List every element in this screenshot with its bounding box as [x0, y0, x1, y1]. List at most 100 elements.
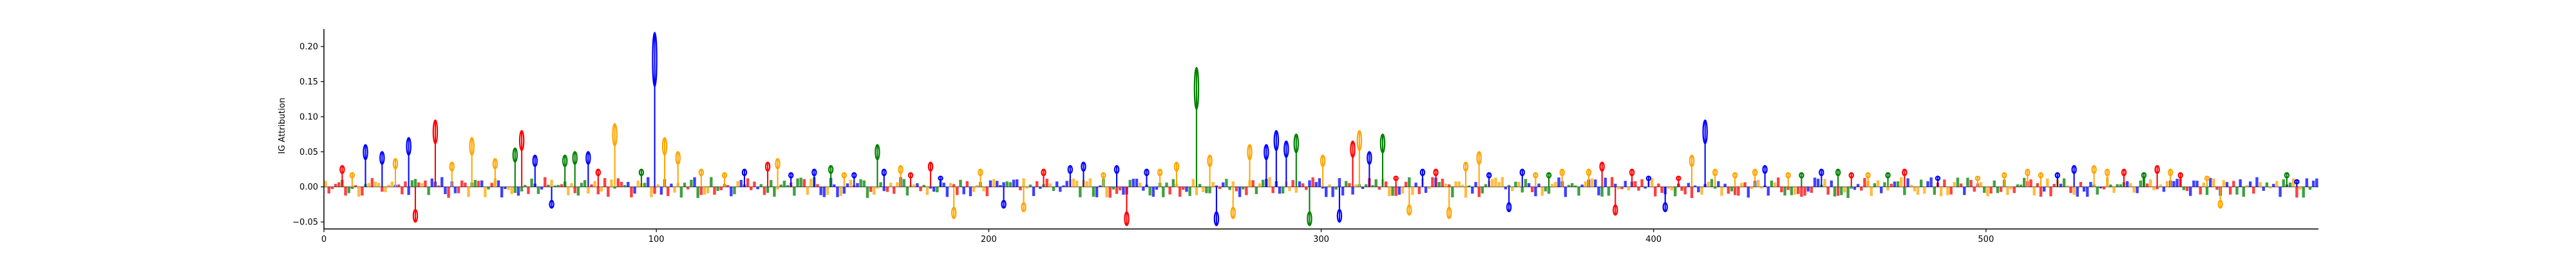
texture-letter-A — [1009, 182, 1012, 187]
texture-letter-G — [1916, 186, 1920, 195]
texture-letter-G — [2268, 186, 2272, 189]
peak-stem — [597, 169, 599, 187]
texture-letter-G — [1075, 180, 1079, 187]
peak-cap — [406, 137, 412, 156]
texture-letter-C — [1059, 186, 1062, 192]
texture-letter-C — [1155, 186, 1159, 190]
texture-letter-C — [1314, 182, 1318, 187]
peak-cap — [1157, 168, 1163, 177]
peak-letter-G — [698, 168, 705, 187]
peak-letter-G — [1712, 168, 1718, 187]
peak-stem — [853, 172, 855, 187]
peak-cap — [595, 168, 601, 177]
texture-letter-A — [2096, 186, 2099, 195]
peak-cap — [741, 168, 748, 177]
texture-letter-G — [2072, 186, 2076, 195]
texture-letter-C — [2248, 181, 2252, 187]
peak-cap — [1762, 165, 1768, 174]
peak-letter-C — [788, 172, 794, 187]
texture-letter-C — [504, 186, 507, 190]
texture-letter-C — [1557, 177, 1560, 187]
peak-cap — [1676, 175, 1681, 181]
peak-letter-C — [1283, 140, 1289, 187]
texture-letter-G — [1843, 186, 1846, 193]
peak-cap — [675, 151, 681, 165]
texture-letter-C — [2082, 186, 2086, 192]
peak-stem — [1714, 169, 1716, 187]
peak-stem — [1175, 162, 1177, 187]
texture-letter-C — [2312, 181, 2315, 187]
texture-letter-A — [959, 179, 962, 187]
peak-stem — [1867, 172, 1869, 187]
texture-letter-A — [1052, 186, 1056, 192]
texture-letter-A — [347, 186, 350, 194]
peak-stem — [1764, 166, 1766, 187]
peak-letter-G — [898, 165, 904, 187]
texture-letter-C — [1816, 179, 1820, 187]
texture-letter-G — [873, 186, 876, 195]
texture-letter-A — [2062, 178, 2066, 187]
texture-letter-C — [1222, 182, 1225, 187]
texture-letter-C — [1693, 185, 1697, 187]
texture-letter-T — [985, 186, 989, 197]
texture-letter-A — [613, 186, 616, 189]
texture-letter-C — [730, 186, 733, 197]
texture-letter-G — [925, 186, 929, 195]
peak-stem — [1904, 169, 1906, 187]
texture-letter-C — [1331, 186, 1334, 197]
peak-cap — [764, 161, 771, 172]
texture-letter-A — [524, 184, 527, 187]
peak-cap — [412, 208, 419, 223]
peak-stem — [1478, 152, 1480, 187]
peak-stem — [2027, 169, 2029, 187]
texture-letter-A — [1165, 183, 1168, 187]
peak-cap — [1393, 175, 1399, 181]
texture-letter-A — [520, 186, 524, 192]
peak-stem — [929, 162, 932, 187]
peak-cap — [2284, 172, 2290, 179]
texture-letter-A — [696, 186, 699, 198]
texture-letter-T — [1610, 177, 1614, 187]
peak-stem — [1465, 162, 1467, 187]
texture-letter-A — [2109, 184, 2112, 187]
x-tick-label: 200 — [981, 235, 997, 244]
peak-stem — [1209, 155, 1211, 187]
peak-stem — [1615, 186, 1616, 215]
texture-letter-C — [2126, 181, 2129, 187]
peak-cap — [549, 199, 554, 209]
texture-letter-G — [1823, 179, 1826, 187]
texture-letter-A — [1903, 186, 1906, 195]
texture-letter-C — [932, 186, 936, 192]
texture-letter-A — [866, 186, 869, 198]
texture-letter-G — [1953, 182, 1956, 187]
texture-letter-G — [1025, 186, 1028, 189]
peak-cap — [1021, 202, 1027, 212]
peak-letter-A — [1379, 134, 1386, 187]
texture-letter-T — [2155, 186, 2159, 190]
peak-cap — [1662, 202, 1668, 212]
peak-cap — [1546, 172, 1552, 179]
texture-letter-C — [1351, 186, 1354, 195]
peak-letter-C — [1213, 186, 1220, 226]
texture-letter-G — [1497, 182, 1501, 187]
texture-letter-C — [1238, 186, 1242, 197]
peak-letter-G — [1406, 186, 1412, 216]
peak-letter-C — [1486, 172, 1492, 187]
texture-letter-C — [2162, 186, 2166, 192]
peak-cap — [1586, 168, 1592, 177]
peak-letter-G — [1173, 161, 1180, 187]
peak-stem — [723, 172, 726, 187]
texture-letter-T — [1431, 177, 1434, 187]
y-tick-label: 0.00 — [299, 183, 318, 192]
peak-letter-A — [1546, 172, 1552, 187]
texture-letter-T — [1640, 179, 1643, 187]
texture-letter-T — [424, 180, 427, 187]
texture-letter-G — [736, 181, 739, 187]
peak-cap — [1935, 175, 1941, 181]
peak-letter-G — [1207, 154, 1213, 187]
x-tick-label: 100 — [649, 235, 665, 244]
peak-cap — [1975, 175, 1981, 181]
texture-letter-A — [859, 179, 862, 187]
peak-cap — [2054, 172, 2061, 179]
